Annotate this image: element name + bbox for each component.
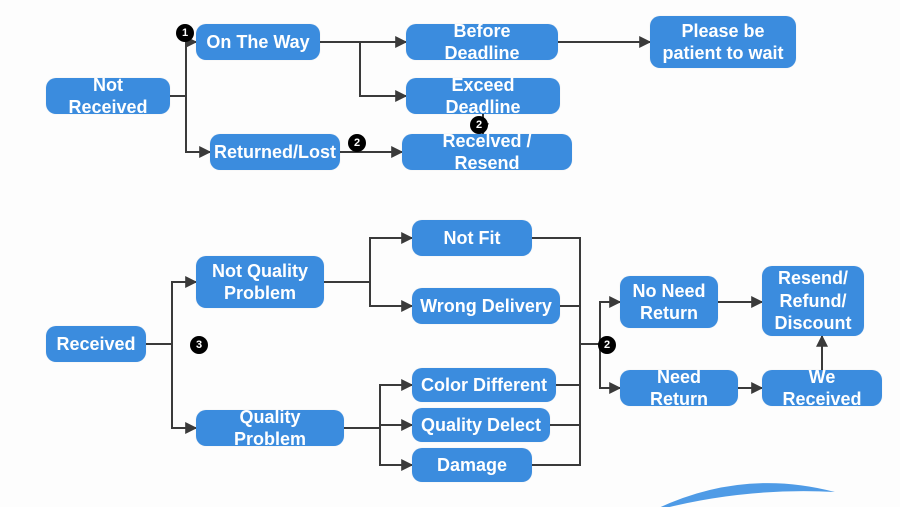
- node-wrong-delivery: Wrong Delivery: [412, 288, 560, 324]
- edge-quality_c: [344, 428, 412, 465]
- edge-not_received: [170, 42, 196, 96]
- node-resend-refund: Resend/ Refund/ Discount: [762, 266, 864, 336]
- edge-not_quality_b: [324, 282, 412, 306]
- edge-quality_b: [344, 425, 412, 428]
- edge-merge_dmg: [532, 344, 580, 465]
- decorative-swoosh: [640, 457, 840, 507]
- node-damage: Damage: [412, 448, 532, 482]
- step-marker-2: 2: [470, 116, 488, 134]
- node-exceed-deadline: Exceed Deadline: [406, 78, 560, 114]
- node-received: Received: [46, 326, 146, 362]
- step-marker-1: 1: [176, 24, 194, 42]
- edge-quality_a: [344, 385, 412, 428]
- node-need-return: Need Return: [620, 370, 738, 406]
- node-quality-problem: Quality Problem: [196, 410, 344, 446]
- edge-received: [146, 282, 196, 344]
- node-before-deadline: Before Deadline: [406, 24, 558, 60]
- node-not-fit: Not Fit: [412, 220, 532, 256]
- node-not-received: Not Received: [46, 78, 170, 114]
- node-please-wait: Please be patient to wait: [650, 16, 796, 68]
- node-no-need-return: No Need Return: [620, 276, 718, 328]
- node-not-quality: Not Quality Problem: [196, 256, 324, 308]
- step-marker-2: 2: [598, 336, 616, 354]
- step-marker-2: 2: [348, 134, 366, 152]
- step-marker-3: 3: [190, 336, 208, 354]
- edge-not_quality_a: [324, 238, 412, 282]
- node-we-received: We Received: [762, 370, 882, 406]
- edge-received_b: [146, 344, 196, 428]
- node-quality-defect: Quality Delect: [412, 408, 550, 442]
- node-returned-lost: Returned/Lost: [210, 134, 340, 170]
- edge-on_the_way_to_exceed: [320, 42, 406, 96]
- node-on-the-way: On The Way: [196, 24, 320, 60]
- node-color-different: Color Different: [412, 368, 556, 402]
- edge-not_received: [170, 96, 210, 152]
- node-received-resend: Recelved / Resend: [402, 134, 572, 170]
